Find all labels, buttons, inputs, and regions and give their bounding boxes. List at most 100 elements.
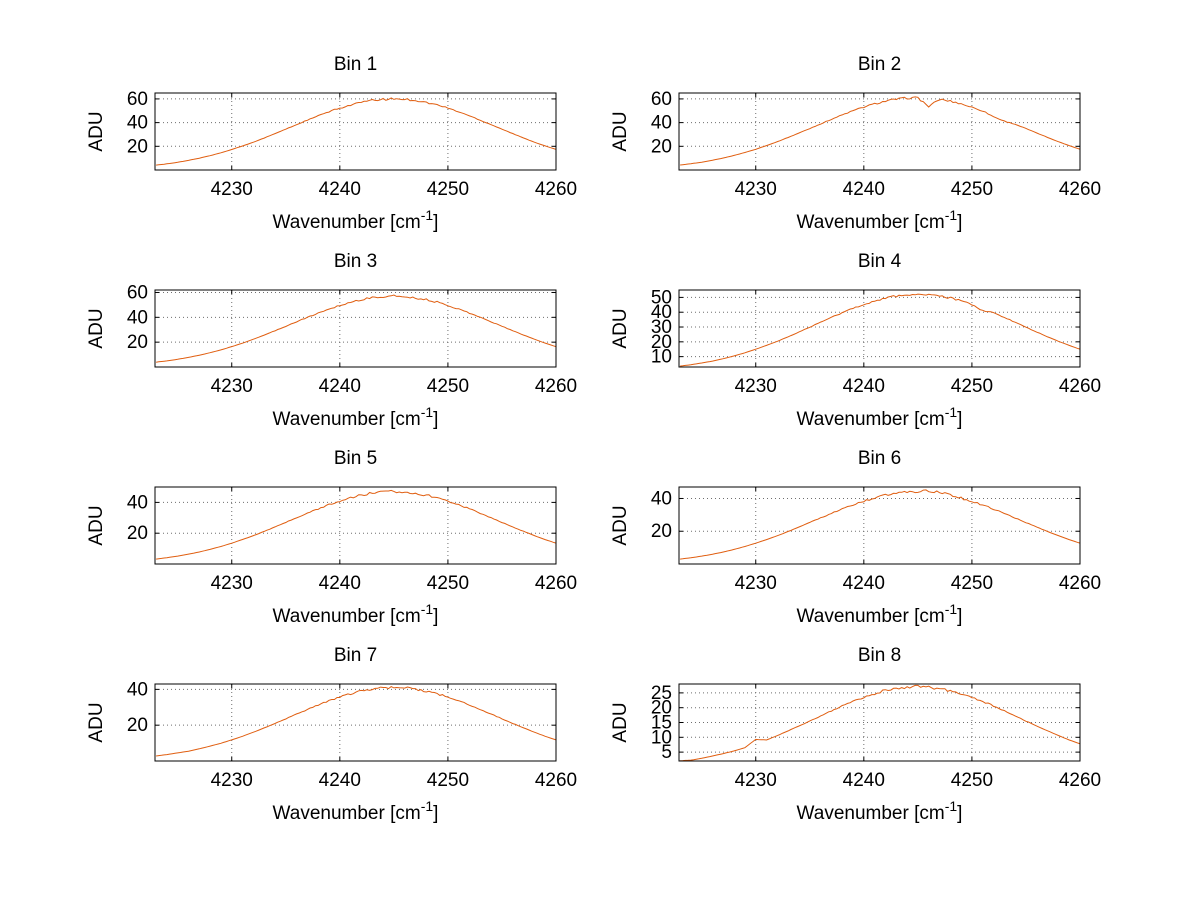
y-tick-label: 40 bbox=[651, 488, 672, 509]
x-tick-label: 4230 bbox=[735, 179, 777, 200]
y-tick-label: 10 bbox=[651, 727, 672, 748]
x-tick-label: 4230 bbox=[211, 770, 253, 791]
x-tick-label: 4260 bbox=[1059, 770, 1101, 791]
data-curve bbox=[680, 293, 1080, 367]
plot-box bbox=[154, 683, 557, 762]
x-axis-label-post: ] bbox=[433, 212, 438, 233]
y-axis-label: ADU bbox=[86, 505, 107, 545]
y-tick-label: 40 bbox=[127, 679, 148, 700]
x-axis-label-pre: Wavenumber [cm bbox=[797, 212, 945, 233]
y-axis-label: ADU bbox=[610, 702, 631, 742]
x-tick-label: 4230 bbox=[735, 770, 777, 791]
x-tick-label: 4250 bbox=[427, 573, 469, 594]
x-tick-label: 4240 bbox=[319, 770, 361, 791]
x-axis-label-post: ] bbox=[957, 212, 962, 233]
y-tick-label: 40 bbox=[127, 492, 148, 513]
x-axis-label: Wavenumber [cm-1] bbox=[273, 404, 439, 430]
y-tick-label: 60 bbox=[651, 89, 672, 110]
x-tick-label: 4230 bbox=[211, 376, 253, 397]
x-axis-label-sup: -1 bbox=[421, 798, 434, 814]
x-tick-label: 4260 bbox=[1059, 573, 1101, 594]
subplot-title: Bin 5 bbox=[334, 448, 377, 469]
plot-box bbox=[154, 92, 557, 171]
x-axis-label-post: ] bbox=[957, 803, 962, 824]
y-tick-label: 40 bbox=[651, 113, 672, 134]
x-tick-label: 4250 bbox=[427, 770, 469, 791]
plot-box bbox=[678, 289, 1081, 368]
x-axis-label-pre: Wavenumber [cm bbox=[273, 409, 421, 430]
subplot-7: 20 40 4230 4240 4250 4260 Bin 7 ADU Wavenumber [… bbox=[86, 645, 577, 824]
data-curve bbox=[156, 294, 556, 363]
x-axis-label-pre: Wavenumber [cm bbox=[273, 803, 421, 824]
x-axis-label-pre: Wavenumber [cm bbox=[273, 606, 421, 627]
x-tick-label: 4260 bbox=[1059, 376, 1101, 397]
x-tick-label: 4240 bbox=[319, 376, 361, 397]
x-axis-label-sup: -1 bbox=[945, 798, 958, 814]
x-tick-label: 4240 bbox=[319, 179, 361, 200]
x-axis-label-sup: -1 bbox=[945, 207, 958, 223]
x-axis-label: Wavenumber [cm-1] bbox=[797, 404, 963, 430]
y-tick-label: 20 bbox=[651, 136, 672, 157]
y-tick-label: 20 bbox=[127, 136, 148, 157]
x-tick-label: 4230 bbox=[735, 573, 777, 594]
plot-box bbox=[154, 289, 557, 368]
x-axis-label-sup: -1 bbox=[421, 207, 434, 223]
x-tick-label: 4260 bbox=[535, 573, 577, 594]
data-curve bbox=[156, 97, 556, 166]
subplot-title: Bin 7 bbox=[334, 645, 377, 666]
plot-box bbox=[154, 486, 557, 565]
data-curve bbox=[156, 489, 556, 560]
x-tick-label: 4250 bbox=[951, 770, 993, 791]
x-axis-label-post: ] bbox=[433, 606, 438, 627]
subplot-5: 20 40 4230 4240 4250 4260 Bin 5 ADU Wavenumber [… bbox=[86, 448, 577, 627]
y-tick-label: 25 bbox=[651, 683, 672, 704]
y-tick-label: 20 bbox=[127, 715, 148, 736]
y-axis-label: ADU bbox=[86, 308, 107, 348]
subplot-3: 20 40 60 4230 4240 4250 4260 Bin 3 ADU Wavenumber… bbox=[86, 251, 577, 430]
y-axis-label: ADU bbox=[86, 702, 107, 742]
x-tick-label: 4250 bbox=[951, 179, 993, 200]
x-axis-label-post: ] bbox=[433, 803, 438, 824]
x-axis-label: Wavenumber [cm-1] bbox=[273, 798, 439, 824]
x-axis-label: Wavenumber [cm-1] bbox=[797, 207, 963, 233]
y-tick-label: 20 bbox=[651, 521, 672, 542]
x-axis-label-sup: -1 bbox=[421, 601, 434, 617]
subplot-title: Bin 1 bbox=[334, 54, 377, 75]
x-tick-label: 4230 bbox=[211, 179, 253, 200]
subplot-title: Bin 3 bbox=[334, 251, 377, 272]
y-tick-label: 30 bbox=[651, 317, 672, 338]
x-axis-label: Wavenumber [cm-1] bbox=[797, 601, 963, 627]
x-tick-label: 4230 bbox=[211, 573, 253, 594]
x-tick-label: 4230 bbox=[735, 376, 777, 397]
x-axis-label: Wavenumber [cm-1] bbox=[797, 798, 963, 824]
x-axis-label-pre: Wavenumber [cm bbox=[797, 803, 945, 824]
x-tick-label: 4260 bbox=[535, 376, 577, 397]
data-curve bbox=[156, 686, 556, 757]
x-tick-label: 4250 bbox=[427, 179, 469, 200]
y-axis-label: ADU bbox=[610, 505, 631, 545]
subplot-6: 20 40 4230 4240 4250 4260 Bin 6 ADU Wavenumber [… bbox=[610, 448, 1101, 627]
x-axis-label-post: ] bbox=[957, 409, 962, 430]
x-axis-label-sup: -1 bbox=[945, 404, 958, 420]
x-tick-label: 4240 bbox=[843, 376, 885, 397]
y-tick-label: 40 bbox=[127, 113, 148, 134]
plot-box bbox=[678, 92, 1081, 171]
plot-box bbox=[678, 486, 1081, 565]
x-tick-label: 4260 bbox=[535, 179, 577, 200]
x-axis-label-sup: -1 bbox=[421, 404, 434, 420]
x-tick-label: 4240 bbox=[843, 179, 885, 200]
x-axis-label-post: ] bbox=[957, 606, 962, 627]
x-axis-label-post: ] bbox=[433, 409, 438, 430]
y-axis-label: ADU bbox=[610, 308, 631, 348]
data-curve bbox=[680, 96, 1080, 166]
x-tick-label: 4240 bbox=[319, 573, 361, 594]
x-axis-label: Wavenumber [cm-1] bbox=[273, 601, 439, 627]
y-tick-label: 60 bbox=[127, 89, 148, 110]
x-tick-label: 4240 bbox=[843, 770, 885, 791]
y-tick-label: 40 bbox=[127, 307, 148, 328]
